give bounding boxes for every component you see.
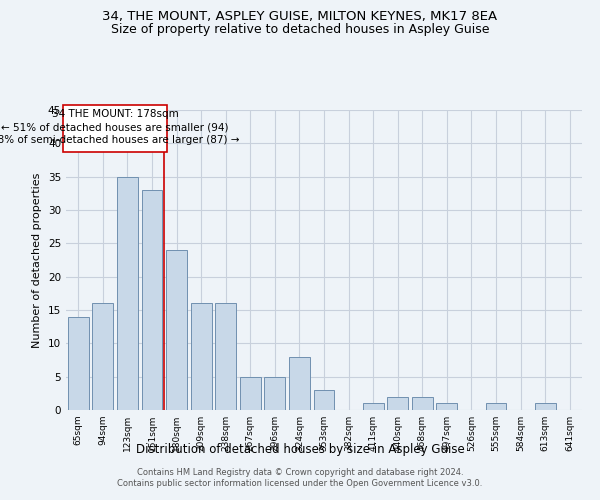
Bar <box>92 304 113 410</box>
Bar <box>314 390 334 410</box>
Bar <box>265 376 286 410</box>
Bar <box>535 404 556 410</box>
Text: Contains HM Land Registry data © Crown copyright and database right 2024.
Contai: Contains HM Land Registry data © Crown c… <box>118 468 482 487</box>
Bar <box>387 396 408 410</box>
Bar <box>166 250 187 410</box>
Bar <box>240 376 261 410</box>
Text: Distribution of detached houses by size in Aspley Guise: Distribution of detached houses by size … <box>136 442 464 456</box>
Bar <box>412 396 433 410</box>
Bar <box>362 404 383 410</box>
Bar <box>191 304 212 410</box>
Bar <box>68 316 89 410</box>
Bar <box>117 176 138 410</box>
Text: Size of property relative to detached houses in Aspley Guise: Size of property relative to detached ho… <box>111 22 489 36</box>
Text: 34, THE MOUNT, ASPLEY GUISE, MILTON KEYNES, MK17 8EA: 34, THE MOUNT, ASPLEY GUISE, MILTON KEYN… <box>103 10 497 23</box>
Text: 34 THE MOUNT: 178sqm
← 51% of detached houses are smaller (94)
48% of semi-detac: 34 THE MOUNT: 178sqm ← 51% of detached h… <box>0 109 239 146</box>
Bar <box>289 356 310 410</box>
Bar <box>485 404 506 410</box>
Bar <box>142 190 163 410</box>
Y-axis label: Number of detached properties: Number of detached properties <box>32 172 43 348</box>
Bar <box>215 304 236 410</box>
Bar <box>436 404 457 410</box>
